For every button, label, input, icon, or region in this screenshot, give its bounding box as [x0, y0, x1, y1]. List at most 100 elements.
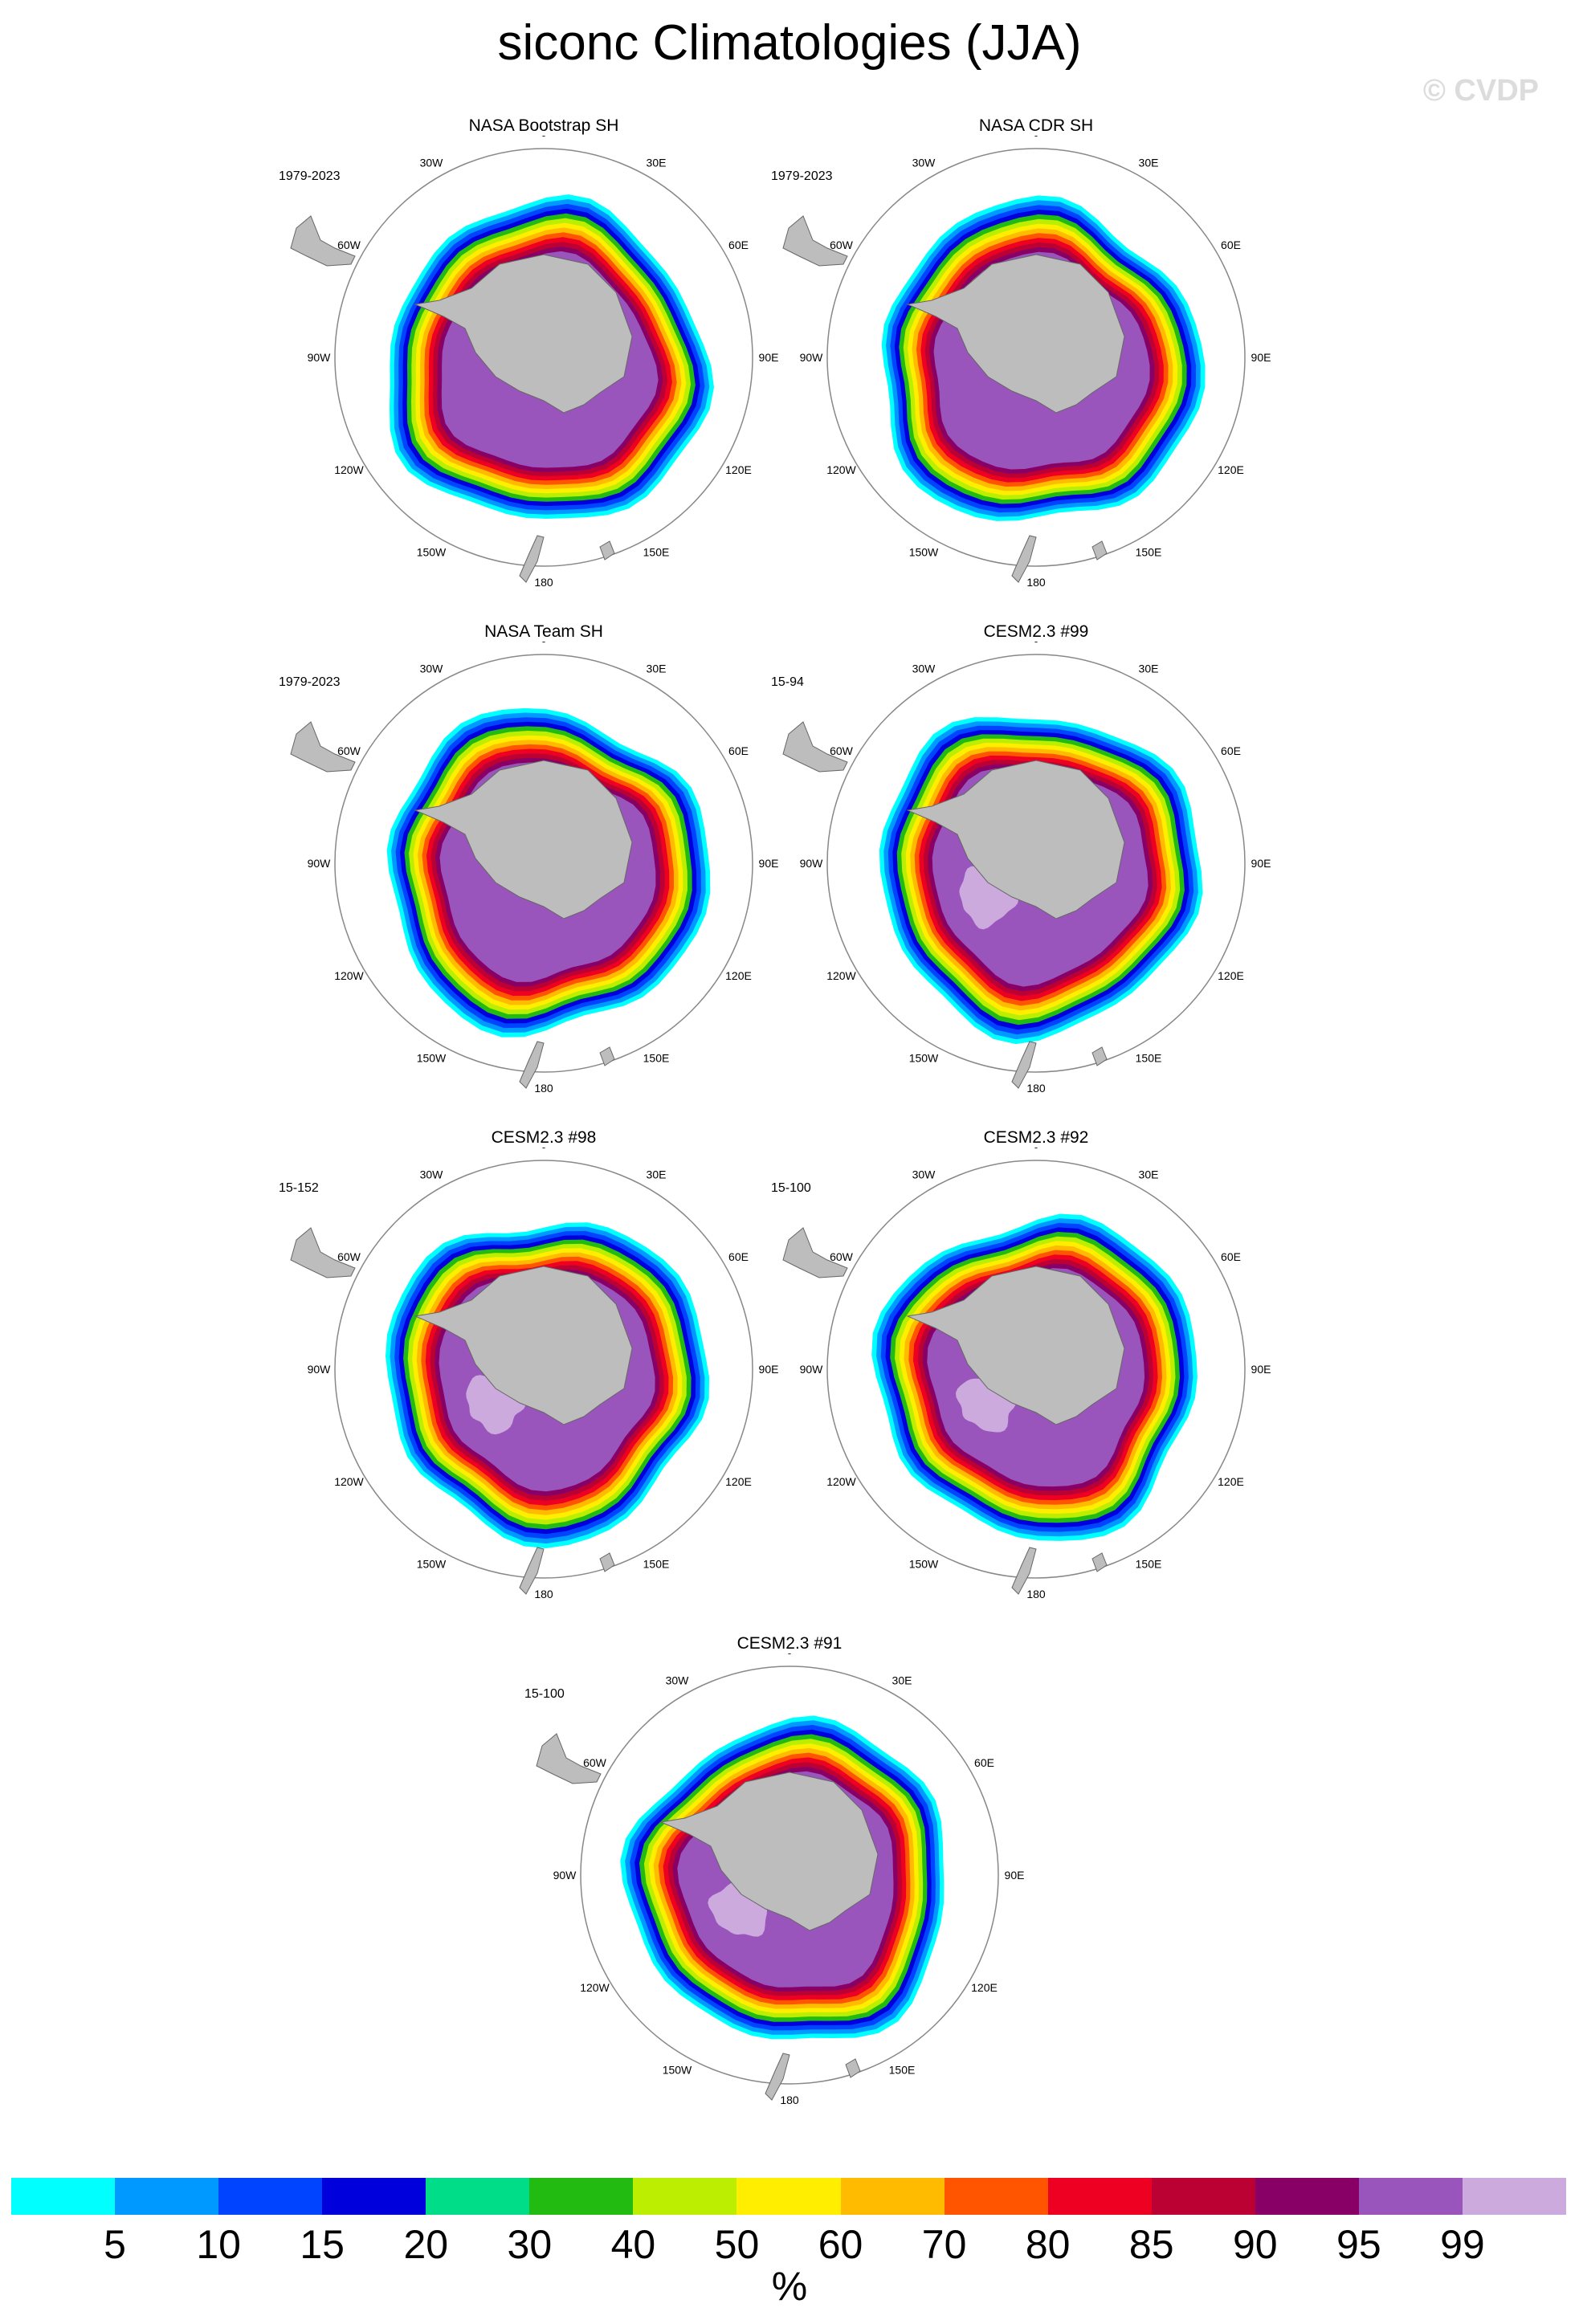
- longitude-label: 60W: [337, 744, 361, 757]
- longitude-label: 60W: [337, 239, 361, 251]
- colorbar-tick-label: 99: [1440, 2222, 1485, 2267]
- longitude-label: 90E: [1251, 351, 1271, 364]
- longitude-label: 180: [1026, 576, 1046, 589]
- longitude-label: 0: [541, 136, 547, 139]
- colorbar-tick-label: 30: [507, 2222, 553, 2267]
- colorbar-swatch: [1151, 2178, 1255, 2215]
- longitude-label: 150E: [643, 546, 670, 559]
- colorbar-tick-label: 50: [714, 2222, 760, 2267]
- longitude-label: 150W: [909, 1052, 939, 1065]
- map-panel-1: NASA Bootstrap SH 1979-2023 0 30E 60E 90E 12…: [279, 116, 809, 630]
- panel-period: 1979-2023: [771, 169, 833, 183]
- longitude-label: 90E: [759, 351, 779, 364]
- longitude-label: 60E: [1221, 1250, 1241, 1263]
- longitude-label: 60E: [728, 239, 749, 251]
- antarctica-land: [906, 1266, 1125, 1425]
- longitude-label: 30W: [912, 663, 936, 675]
- longitude-label: 150W: [909, 546, 939, 559]
- new-zealand-land: [765, 2053, 790, 2101]
- panel-period: 15-100: [771, 1181, 811, 1195]
- longitude-label: 150E: [643, 1558, 670, 1571]
- longitude-label: 30W: [420, 1168, 444, 1181]
- antarctica-land: [906, 760, 1125, 919]
- longitude-label: 30E: [647, 1168, 667, 1181]
- panel-period: 15-94: [771, 675, 804, 689]
- island-land: [1091, 1552, 1108, 1572]
- longitude-label: 120W: [826, 463, 856, 476]
- longitude-label: 150E: [1136, 546, 1162, 559]
- longitude-label: 30E: [892, 1674, 912, 1687]
- antarctica-land: [414, 254, 633, 414]
- longitude-label: 60E: [728, 744, 749, 757]
- longitude-label: 60E: [728, 1250, 749, 1263]
- panel-period: 15-100: [524, 1687, 565, 1701]
- colorbar-swatch: [736, 2178, 841, 2215]
- longitude-label: 60W: [583, 1756, 607, 1769]
- panel-title: NASA Bootstrap SH: [468, 116, 619, 135]
- new-zealand-land: [1011, 1547, 1037, 1595]
- antarctica-land: [659, 1772, 879, 1931]
- colorbar-tick-label: 15: [300, 2222, 345, 2267]
- island-land: [599, 540, 615, 561]
- longitude-label: 90E: [759, 1363, 779, 1376]
- longitude-label: 180: [780, 2094, 799, 2106]
- polar-map: 0 30E 60E 90E 120E 150E 180 150W 120W 90W 60W 30W: [290, 642, 779, 1095]
- longitude-label: 150W: [417, 546, 447, 559]
- colorbar-tick-label: 20: [403, 2222, 449, 2267]
- longitude-label: 120E: [725, 969, 752, 982]
- longitude-label: 120W: [334, 463, 364, 476]
- longitude-label: 0: [1033, 136, 1039, 139]
- longitude-label: 150W: [663, 2064, 692, 2077]
- new-zealand-land: [519, 1041, 545, 1089]
- colorbar-tick-label: 5: [104, 2222, 126, 2267]
- south-america-land: [290, 721, 356, 773]
- colorbar-swatch: [11, 2178, 116, 2215]
- panel-title: CESM2.3 #98: [491, 1128, 597, 1147]
- colorbar-tick-label: 60: [818, 2222, 863, 2267]
- longitude-label: 120E: [725, 463, 752, 476]
- longitude-label: 90W: [800, 1363, 824, 1376]
- watermark: © CVDP: [1422, 74, 1539, 108]
- polar-map: 0 30E 60E 90E 120E 150E 180 150W 120W 90W 60W 30W: [782, 642, 1271, 1095]
- longitude-label: 90W: [800, 351, 824, 364]
- longitude-label: 30E: [1139, 157, 1159, 169]
- longitude-label: 30W: [912, 1168, 936, 1181]
- longitude-label: 30E: [1139, 663, 1159, 675]
- map-panel-3: NASA Team SH 1979-2023 0 30E 60E 90E 120E 150…: [279, 622, 809, 1136]
- longitude-label: 120W: [580, 1981, 610, 1994]
- longitude-label: 150E: [643, 1052, 670, 1065]
- colorbar-swatch: [426, 2178, 530, 2215]
- longitude-label: 180: [1026, 1082, 1046, 1095]
- south-america-land: [782, 215, 848, 267]
- longitude-label: 120E: [971, 1981, 998, 1994]
- antarctica-land: [906, 254, 1125, 414]
- longitude-label: 90E: [1005, 1869, 1025, 1882]
- panel-title: CESM2.3 #92: [983, 1128, 1089, 1147]
- longitude-label: 90W: [308, 857, 332, 870]
- longitude-label: 90E: [759, 857, 779, 870]
- colorbar-swatch: [529, 2178, 634, 2215]
- panel-title: CESM2.3 #99: [983, 622, 1089, 641]
- island-land: [1091, 1046, 1108, 1066]
- longitude-label: 60E: [974, 1756, 994, 1769]
- antarctica-land: [414, 1266, 633, 1425]
- colorbar-swatch: [218, 2178, 323, 2215]
- island-land: [599, 1046, 615, 1066]
- colorbar-tick-label: 80: [1025, 2222, 1071, 2267]
- island-land: [599, 1552, 615, 1572]
- colorbar-swatch: [322, 2178, 426, 2215]
- polar-map: 0 30E 60E 90E 120E 150E 180 150W 120W 90W 60W 30W: [290, 1148, 779, 1600]
- colorbar-swatch: [633, 2178, 737, 2215]
- colorbar-tick-label: 95: [1336, 2222, 1381, 2267]
- south-america-land: [782, 721, 848, 773]
- longitude-label: 180: [534, 1082, 553, 1095]
- colorbar-swatch: [115, 2178, 219, 2215]
- longitude-label: 150E: [1136, 1052, 1162, 1065]
- longitude-label: 150W: [909, 1558, 939, 1571]
- longitude-label: 90W: [553, 1869, 577, 1882]
- longitude-label: 30W: [912, 157, 936, 169]
- longitude-label: 60E: [1221, 239, 1241, 251]
- panel-period: 1979-2023: [279, 675, 341, 689]
- longitude-label: 180: [534, 576, 553, 589]
- longitude-label: 180: [1026, 1588, 1046, 1600]
